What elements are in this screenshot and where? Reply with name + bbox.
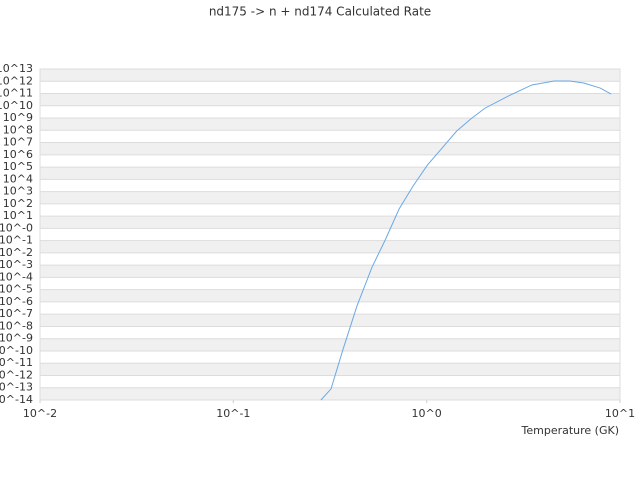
y-tick-label: 10^-5	[0, 283, 33, 296]
grid-band	[40, 167, 620, 180]
y-tick-label: 10^3	[3, 185, 33, 198]
grid-band	[40, 289, 620, 302]
x-tick-label: 10^1	[605, 407, 635, 420]
y-tick-label: 10^5	[3, 160, 33, 173]
y-tick-label: 10^13	[0, 62, 33, 75]
y-tick-label: 10^7	[3, 136, 33, 149]
grid-band	[40, 387, 620, 400]
y-tick-label: 10^1	[3, 209, 33, 222]
y-tick-label: 10^-2	[0, 246, 33, 259]
y-tick-label: 10^-0	[0, 221, 33, 234]
y-tick-label: 10^-10	[0, 344, 33, 357]
y-tick-label: 10^-9	[0, 332, 33, 345]
y-tick-label: 10^-1	[0, 234, 33, 247]
grid-band	[40, 314, 620, 327]
y-tick-label: 10^-3	[0, 258, 33, 271]
grid-band	[40, 216, 620, 229]
y-tick-label: 10^-4	[0, 270, 33, 283]
x-axis-label: Temperature (GK)	[521, 424, 620, 437]
grid-band	[40, 265, 620, 278]
data-line	[320, 80, 612, 401]
grid-band	[40, 93, 620, 106]
y-tick-label: 10^-14	[0, 393, 33, 406]
grid-band	[40, 240, 620, 253]
grid-band	[40, 338, 620, 351]
grid-band	[40, 69, 620, 82]
y-tick-label: 10^-13	[0, 381, 33, 394]
x-tick-label: 10^-1	[216, 407, 250, 420]
grid-band	[40, 363, 620, 376]
y-tick-label: 10^6	[3, 148, 33, 161]
grid-band	[40, 142, 620, 155]
y-tick-label: 10^9	[3, 111, 33, 124]
plot-background	[40, 69, 620, 400]
y-tick-label: 10^11	[0, 87, 33, 100]
y-tick-label: 10^-6	[0, 295, 33, 308]
y-tick-label: 10^4	[3, 172, 33, 185]
x-tick-label: 10^0	[412, 407, 442, 420]
chart-title: nd175 -> n + nd174 Calculated Rate	[209, 5, 431, 19]
y-tick-label: 10^10	[0, 99, 33, 112]
y-tick-label: 10^-8	[0, 319, 33, 332]
grid-band	[40, 118, 620, 131]
x-tick-label: 10^-2	[23, 407, 57, 420]
y-tick-label: 10^12	[0, 74, 33, 87]
y-tick-label: 10^-7	[0, 307, 33, 320]
grid-band	[40, 191, 620, 204]
y-tick-label: 10^8	[3, 123, 33, 136]
y-tick-label: 10^-12	[0, 368, 33, 381]
y-tick-label: 10^2	[3, 197, 33, 210]
plot-frame	[39, 68, 621, 401]
y-tick-label: 10^-11	[0, 356, 33, 369]
